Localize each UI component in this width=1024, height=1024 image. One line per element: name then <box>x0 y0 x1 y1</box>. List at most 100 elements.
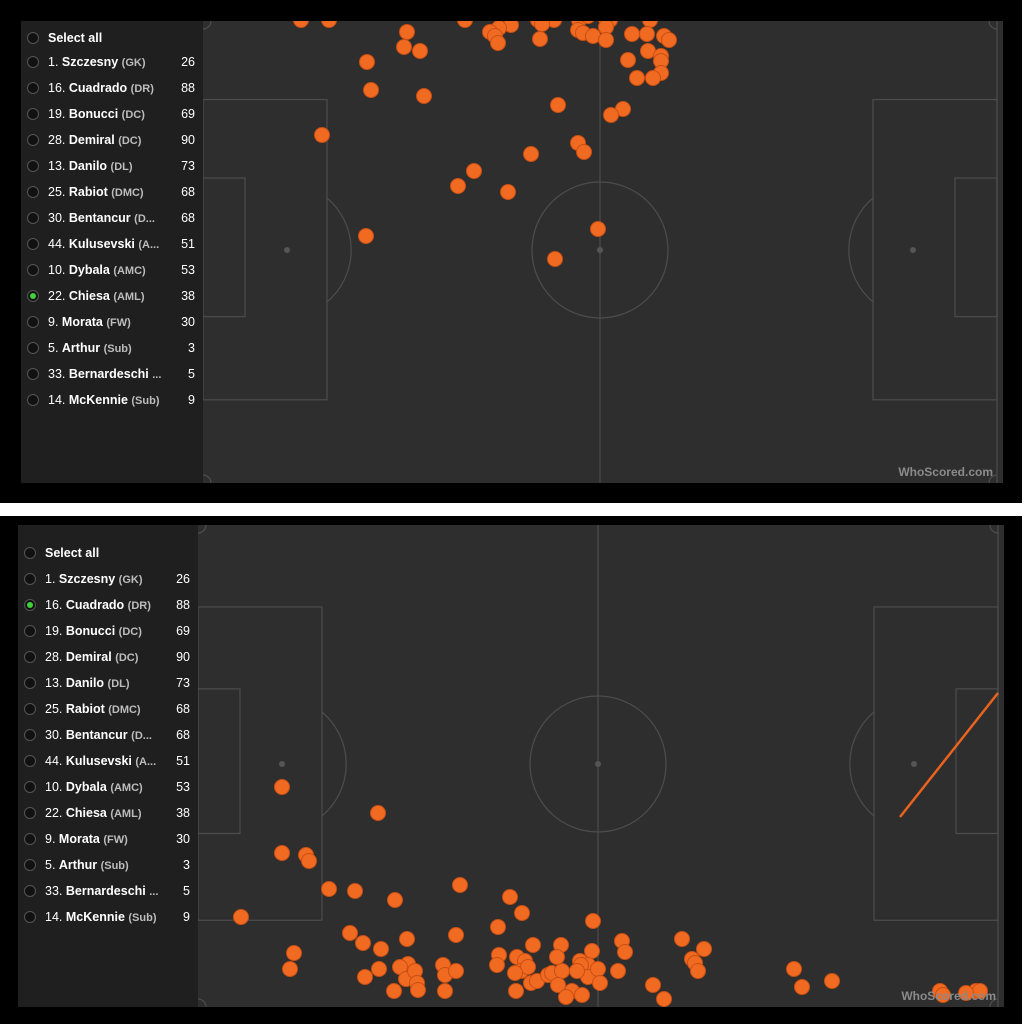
player-option[interactable]: 9. Morata (FW) 30 <box>24 828 190 850</box>
player-option[interactable]: 22. Chiesa (AML) 38 <box>27 285 195 307</box>
radio-button[interactable] <box>24 599 36 611</box>
radio-button[interactable] <box>27 342 39 354</box>
radio-button[interactable] <box>27 160 39 172</box>
radio-button[interactable] <box>27 56 39 68</box>
player-option[interactable]: 33. Bernardeschi ... 5 <box>27 363 195 385</box>
player-option[interactable]: 16. Cuadrado (DR) 88 <box>27 77 195 99</box>
radio-button[interactable] <box>24 833 36 845</box>
event-dot <box>690 963 706 979</box>
radio-button[interactable] <box>27 32 39 44</box>
radio-button[interactable] <box>27 212 39 224</box>
center-circle <box>531 181 669 319</box>
player-label: 9. Morata (FW) <box>45 832 166 846</box>
player-option[interactable]: 13. Danilo (DL) 73 <box>24 672 190 694</box>
player-option[interactable]: 10. Dybala (AMC) 53 <box>24 776 190 798</box>
player-name: McKennie <box>68 393 132 407</box>
player-option[interactable]: 10. Dybala (AMC) 53 <box>27 259 195 281</box>
radio-button[interactable] <box>27 108 39 120</box>
event-dot <box>958 985 974 1001</box>
player-name: Chiesa <box>65 806 111 820</box>
player-option[interactable]: 16. Cuadrado (DR) 88 <box>24 594 190 616</box>
player-touch-count: 38 <box>176 806 190 820</box>
radio-button[interactable] <box>27 186 39 198</box>
radio-button[interactable] <box>24 729 36 741</box>
radio-button[interactable] <box>24 755 36 767</box>
player-option[interactable]: 25. Rabiot (DMC) 68 <box>24 698 190 720</box>
player-name: Bentancur <box>65 728 132 742</box>
player-option[interactable]: 19. Bonucci (DC) 69 <box>24 620 190 642</box>
player-option[interactable]: 28. Demiral (DC) 90 <box>27 129 195 151</box>
player-option[interactable]: 28. Demiral (DC) 90 <box>24 646 190 668</box>
pitch-svg <box>198 525 999 1007</box>
radio-button[interactable] <box>24 703 36 715</box>
radio-button[interactable] <box>27 368 39 380</box>
left-penalty-box <box>198 606 323 921</box>
radio-button[interactable] <box>24 885 36 897</box>
corner-arc <box>203 474 212 483</box>
player-touch-count: 73 <box>176 676 190 690</box>
event-dot <box>523 146 539 162</box>
player-number: 1. <box>48 55 62 69</box>
player-position: (DMC) <box>111 187 144 199</box>
select-all-option[interactable]: Select all <box>24 542 190 564</box>
radio-button[interactable] <box>24 625 36 637</box>
event-dot <box>620 52 636 68</box>
player-touch-count: 90 <box>181 133 195 147</box>
select-all-option[interactable]: Select all <box>27 27 195 49</box>
player-option[interactable]: 44. Kulusevski (A... 51 <box>27 233 195 255</box>
pitch-map <box>203 21 1003 483</box>
radio-button[interactable] <box>24 807 36 819</box>
radio-button[interactable] <box>24 677 36 689</box>
radio-button[interactable] <box>27 264 39 276</box>
player-number: 30. <box>45 728 66 742</box>
player-label: 1. Szczesny (GK) <box>45 572 166 586</box>
player-option[interactable]: 1. Szczesny (GK) 26 <box>27 51 195 73</box>
player-option[interactable]: 13. Danilo (DL) 73 <box>27 155 195 177</box>
radio-button[interactable] <box>27 316 39 328</box>
radio-button[interactable] <box>24 781 36 793</box>
player-name: Demiral <box>65 650 116 664</box>
player-option[interactable]: 14. McKennie (Sub) 9 <box>27 389 195 411</box>
player-option[interactable]: 30. Bentancur (D... 68 <box>24 724 190 746</box>
event-dot <box>590 221 606 237</box>
player-touch-count: 5 <box>183 884 190 898</box>
radio-button[interactable] <box>27 134 39 146</box>
event-dot <box>457 21 473 28</box>
player-name: Bernardeschi <box>68 367 153 381</box>
radio-button[interactable] <box>24 547 36 559</box>
radio-button[interactable] <box>27 290 39 302</box>
event-dot <box>373 941 389 957</box>
player-option[interactable]: 33. Bernardeschi ... 5 <box>24 880 190 902</box>
player-touch-count: 30 <box>181 315 195 329</box>
player-number: 25. <box>48 185 69 199</box>
radio-button[interactable] <box>24 573 36 585</box>
player-option[interactable]: 1. Szczesny (GK) 26 <box>24 568 190 590</box>
radio-button[interactable] <box>27 82 39 94</box>
player-option[interactable]: 44. Kulusevski (A... 51 <box>24 750 190 772</box>
radio-button[interactable] <box>24 651 36 663</box>
event-dot <box>502 889 518 905</box>
player-option[interactable]: 22. Chiesa (AML) 38 <box>24 802 190 824</box>
player-option[interactable]: 14. McKennie (Sub) 9 <box>24 906 190 928</box>
player-position: (DR) <box>130 83 154 95</box>
radio-button[interactable] <box>27 394 39 406</box>
player-position: (DL) <box>110 161 133 173</box>
radio-button[interactable] <box>24 859 36 871</box>
player-option[interactable]: 5. Arthur (Sub) 3 <box>24 854 190 876</box>
player-number: 22. <box>45 806 66 820</box>
player-option[interactable]: 25. Rabiot (DMC) 68 <box>27 181 195 203</box>
radio-button[interactable] <box>24 911 36 923</box>
player-number: 16. <box>48 81 69 95</box>
player-position: (Sub) <box>100 860 129 872</box>
event-dot <box>645 977 661 993</box>
player-option[interactable]: 9. Morata (FW) 30 <box>27 311 195 333</box>
player-position: (AMC) <box>113 265 146 277</box>
player-label: 28. Demiral (DC) <box>45 650 166 664</box>
player-number: 16. <box>45 598 66 612</box>
event-dot <box>590 961 606 977</box>
radio-button[interactable] <box>27 238 39 250</box>
player-option[interactable]: 5. Arthur (Sub) 3 <box>27 337 195 359</box>
player-touch-count: 68 <box>176 702 190 716</box>
player-option[interactable]: 30. Bentancur (D... 68 <box>27 207 195 229</box>
player-option[interactable]: 19. Bonucci (DC) 69 <box>27 103 195 125</box>
